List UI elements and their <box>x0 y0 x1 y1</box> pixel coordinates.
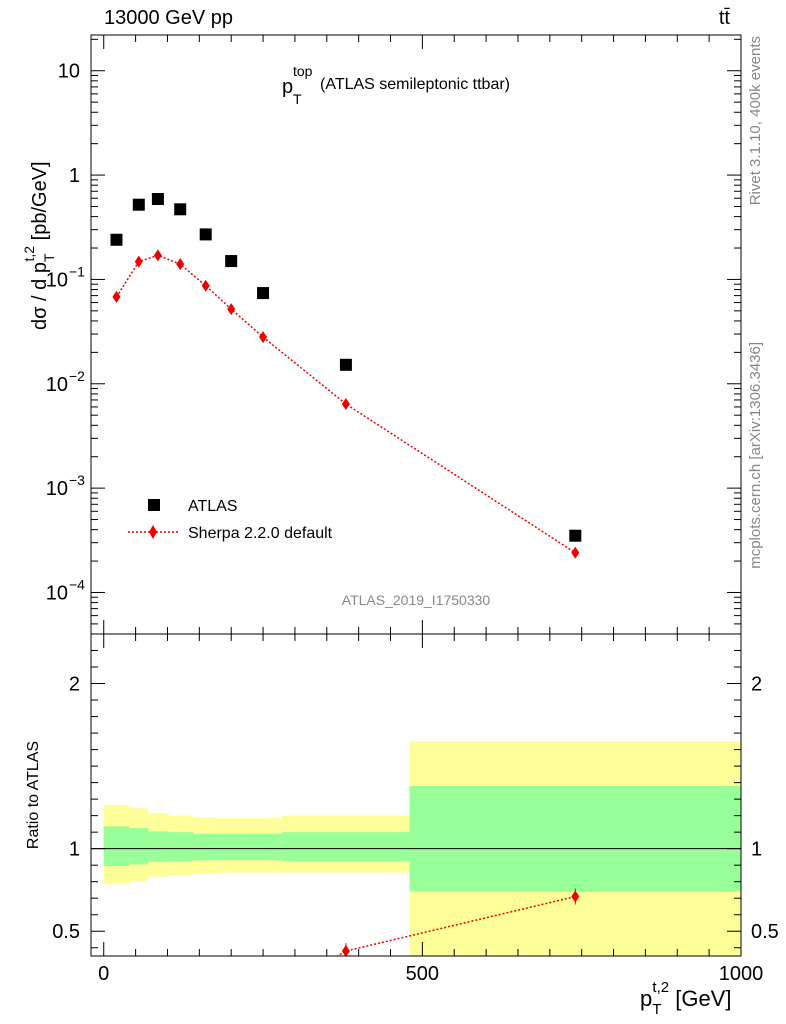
ratio-plot-frame <box>90 633 742 957</box>
atlas-point <box>110 233 123 246</box>
sherpa-point <box>341 398 350 411</box>
plot-title-description: (ATLAS semileptonic ttbar) <box>320 76 510 93</box>
atlas-point <box>257 287 270 300</box>
band-inner-bin <box>148 831 168 862</box>
sherpa-point <box>571 546 580 559</box>
legend-sherpa-label: Sherpa 2.2.0 default <box>188 525 333 542</box>
sherpa-points <box>112 249 580 559</box>
main-y-tick-exponent: −3 <box>69 472 85 488</box>
main-y-tick-label: 10 <box>58 61 80 83</box>
ratio-y-tick-label-left: 0.5 <box>52 921 80 943</box>
main-y-tick-exponent: −2 <box>69 368 85 384</box>
x-tick-label: 1000 <box>719 963 764 985</box>
main-y-tick-exponent: −1 <box>69 263 85 279</box>
main-plot-frame <box>90 34 742 635</box>
band-inner-bin <box>192 833 219 861</box>
x-axis-label: pTt,2 [GeV] <box>640 979 731 1018</box>
uncertainty-band-inner <box>103 785 741 892</box>
atlas-point <box>132 198 145 211</box>
legend: ATLAS Sherpa 2.2.0 default <box>128 498 333 542</box>
analysis-id-watermark: ATLAS_2019_I1750330 <box>342 592 491 608</box>
main-y-axis-label: dσ / d pTt,2 [pb/GeV] <box>21 161 57 330</box>
ratio-y-tick-label-right: 1 <box>751 839 762 861</box>
main-y-tick-label: 10 <box>46 269 68 291</box>
ratio-tick-labels: 0.5 0.5 1 1 2 2 0 500 1000 <box>52 674 779 985</box>
ratio-y-tick-label-left: 1 <box>69 839 80 861</box>
ratio-y-axis-label: Ratio to ATLAS <box>25 741 42 849</box>
legend-atlas-marker <box>148 499 160 511</box>
beam-energy-label: 13000 GeV pp <box>104 7 233 29</box>
sherpa-point <box>176 258 185 271</box>
band-inner-bin <box>409 785 741 892</box>
atlas-points <box>110 192 582 542</box>
band-inner-bin <box>218 833 244 861</box>
atlas-point <box>569 529 582 542</box>
svg-text:dσ / d pTt,2 [pb/GeV]: dσ / d pTt,2 [pb/GeV] <box>21 161 57 330</box>
band-inner-bin <box>243 833 283 861</box>
main-axis-ticks <box>91 35 742 635</box>
atlas-point <box>151 192 164 205</box>
main-y-tick-exponent: −4 <box>69 576 85 592</box>
ratio-sherpa-line <box>335 895 576 956</box>
ratio-axis-ticks <box>91 633 742 956</box>
mcplots-reference-label: mcplots.cern.ch [arXiv:1306.3436] <box>747 342 764 569</box>
sherpa-point <box>112 290 121 303</box>
ratio-panel: 0.5 0.5 1 1 2 2 0 500 1000 Ratio to ATLAS pTt,2 … <box>25 633 779 1018</box>
ratio-sherpa-points <box>341 888 580 956</box>
sherpa-point <box>134 255 143 268</box>
band-inner-bin <box>282 832 410 862</box>
sherpa-point <box>227 303 236 316</box>
atlas-point <box>225 255 238 268</box>
ratio-y-tick-label-left: 2 <box>69 674 80 696</box>
sherpa-point <box>201 279 210 292</box>
band-inner-bin <box>129 828 149 865</box>
plot-title-subscript: T <box>293 91 302 107</box>
x-tick-label: 0 <box>98 963 109 985</box>
ratio-y-tick-label-right: 2 <box>751 674 762 696</box>
legend-sherpa-marker <box>149 525 157 539</box>
main-y-tick-label: 1 <box>69 165 80 187</box>
band-inner-bin <box>103 826 130 867</box>
atlas-point <box>174 203 187 216</box>
main-y-tick-label: 10 <box>46 374 68 396</box>
rivet-version-label: Rivet 3.1.10, 400k events <box>747 36 764 205</box>
atlas-point <box>339 358 352 371</box>
svg-text:pTt,2 [GeV]: pTt,2 [GeV] <box>640 979 731 1018</box>
sherpa-point <box>153 249 162 262</box>
ratio-y-tick-label-right: 0.5 <box>751 921 779 943</box>
sherpa-line <box>115 254 576 554</box>
sherpa-point <box>259 331 268 344</box>
plot-title-superscript: top <box>293 63 313 79</box>
main-y-tick-label: 10 <box>46 478 68 500</box>
band-inner-bin <box>167 832 193 862</box>
legend-atlas-label: ATLAS <box>188 498 238 515</box>
main-y-tick-label: 10 <box>46 582 68 604</box>
atlas-point <box>199 228 212 241</box>
plot-title: p <box>282 76 293 98</box>
process-label: tt̄ <box>719 7 731 29</box>
x-tick-label: 500 <box>406 963 439 985</box>
